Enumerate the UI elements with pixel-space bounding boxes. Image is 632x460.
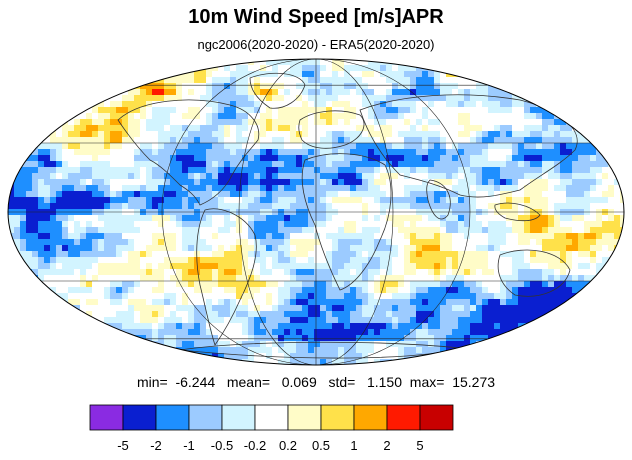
stat-std-value: 1.150 [366,374,403,390]
coastline-outline [117,99,260,206]
chart-title: 10m Wind Speed [m/s]APR [188,6,444,28]
colorbar-box [320,404,355,431]
colorbar-tick-label: 2 [383,438,390,453]
colorbar-tick-label: -0.2 [244,438,266,453]
colorbar-box [287,404,322,431]
coastline-outline [196,208,257,346]
stat-mean-label: mean= [226,374,271,390]
colorbar-tick-label: -1 [183,438,195,453]
colorbar-box [155,404,190,431]
colorbar-box [386,404,421,431]
colorbar-tick-label: 5 [416,438,423,453]
statistics-line: min= -6.244 mean= 0.069 std= 1.150 max= … [0,374,632,390]
colorbar-tick-label: 0.5 [312,438,330,453]
graticule [8,59,624,365]
stat-mean-value: 0.069 [281,374,317,390]
colorbar-box [188,404,223,431]
colorbar-tick-label: -0.5 [211,438,233,453]
stat-max-value: 15.273 [452,374,496,390]
map-border [7,58,625,366]
stat-max-label: max= [409,374,445,390]
coastline-outline [249,72,306,109]
colorbar-box [254,404,289,431]
coastline-outline [298,110,365,149]
colorbar-box [353,404,388,431]
colorbar-box [122,404,157,431]
coastline-outline [497,249,571,297]
colorbar-tick-label: 0.2 [279,438,297,453]
stat-min-label: min= [136,374,168,390]
colorbar-box [89,404,124,431]
stat-min-value: -6.244 [175,374,216,390]
coastlines [117,72,578,359]
colorbar-tick-label: -5 [117,438,129,453]
stat-std-label: std= [328,374,356,390]
colorbar-box [419,404,454,431]
coastline-outline [359,94,578,198]
coastline-outline [301,153,392,291]
colorbar-labels: -5 -2 -1 -0.5 -0.2 0.2 0.5 1 2 5 [117,438,423,453]
colorbar-box [221,404,256,431]
colorbar-tick-label: -2 [150,438,162,453]
map-field [8,59,624,365]
chart-subtitle: ngc2006(2020-2020) - ERA5(2020-2020) [197,37,435,52]
colorbar-tick-label: 1 [350,438,357,453]
colorbar-boxes [89,404,454,431]
coastline-outline [426,179,451,220]
